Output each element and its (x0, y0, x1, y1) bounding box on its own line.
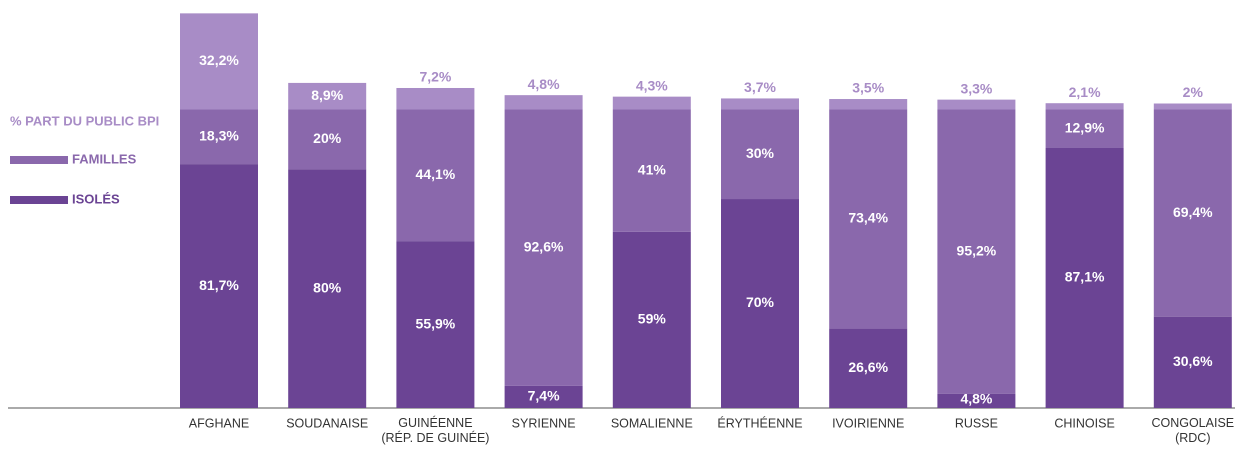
value-label: 69,4% (1173, 204, 1213, 220)
value-label: 7,4% (528, 388, 560, 404)
value-label: 18,3% (199, 127, 239, 143)
value-label: 80% (313, 279, 342, 295)
bar-segment (1153, 103, 1232, 110)
bar-segment (829, 99, 908, 110)
bar-segment (504, 385, 583, 408)
value-label: 8,9% (311, 87, 343, 103)
bar-segment (721, 109, 799, 200)
value-label: 81,7% (199, 277, 239, 293)
value-label: 3,3% (960, 80, 992, 96)
value-label: 4,8% (960, 391, 992, 407)
value-label: 4,3% (636, 77, 668, 93)
x-tick-label: SYRIENNE (512, 416, 576, 430)
bar-segment (288, 82, 367, 110)
bar-segment (396, 87, 475, 110)
bar-segment (612, 96, 691, 110)
bar-segment (1045, 109, 1124, 148)
bar-segment (504, 109, 583, 386)
value-label: 2% (1183, 84, 1204, 100)
bar-segment (180, 109, 258, 165)
bar-segment (1153, 316, 1232, 408)
bar-segment (829, 109, 908, 329)
bar-segment (1045, 103, 1124, 110)
value-label: 3,7% (744, 79, 776, 95)
value-label: 70% (746, 294, 775, 310)
value-label: 26,6% (848, 359, 888, 375)
value-label: 7,2% (419, 69, 451, 85)
x-tick-label: SOUDANAISE (286, 416, 368, 430)
bar-segment (180, 164, 258, 408)
legend-label: ISOLÉS (72, 191, 120, 206)
legend-swatch (10, 156, 68, 164)
x-tick-label: ÉRYTHÉENNE (717, 415, 802, 430)
bar-segment (396, 109, 475, 242)
bar-segment (721, 199, 799, 408)
x-tick-label: CONGOLAISE (RDC) (1151, 416, 1234, 445)
x-tick-label: SOMALIENNE (611, 416, 693, 430)
bar-segment (612, 109, 691, 232)
bar-segment (721, 98, 799, 110)
value-label: 59% (638, 311, 667, 327)
value-label: 44,1% (416, 166, 456, 182)
legend-label: % PART DU PUBLIC BPI (10, 113, 159, 128)
value-label: 92,6% (524, 238, 564, 254)
bar-segment (1045, 147, 1124, 409)
x-tick-label: CHINOISE (1054, 416, 1114, 430)
bar-segment (180, 13, 258, 110)
value-label: 20% (313, 130, 342, 146)
value-label: 2,1% (1069, 84, 1101, 100)
value-label: 55,9% (416, 315, 456, 331)
value-label: 4,8% (528, 76, 560, 92)
legend-swatch (10, 196, 68, 204)
bar-segment (288, 109, 367, 170)
bar-segment (288, 169, 367, 408)
x-tick-label: GUINÉENNE (RÉP. DE GUINÉE) (381, 415, 489, 445)
value-label: 87,1% (1065, 269, 1105, 285)
bar-segment (937, 393, 1016, 408)
bar-segment (937, 109, 1016, 394)
bar-segment (396, 241, 475, 408)
value-label: 12,9% (1065, 119, 1105, 135)
bar-segment (1153, 109, 1232, 317)
value-label: 30,6% (1173, 353, 1213, 369)
value-label: 95,2% (957, 242, 997, 258)
value-label: 30% (746, 145, 775, 161)
value-label: 41% (638, 161, 667, 177)
x-tick-label: IVOIRIENNE (832, 416, 904, 430)
value-label: 73,4% (848, 210, 888, 226)
bar-segment (504, 95, 583, 110)
x-tick-label: RUSSE (955, 416, 998, 430)
bar-segment (612, 231, 691, 408)
bar-segment (829, 328, 908, 408)
bar-segment (937, 99, 1016, 110)
value-label: 3,5% (852, 80, 884, 96)
x-tick-label: AFGHANE (189, 416, 249, 430)
value-label: 32,2% (199, 52, 239, 68)
legend-label: FAMILLES (72, 151, 137, 166)
